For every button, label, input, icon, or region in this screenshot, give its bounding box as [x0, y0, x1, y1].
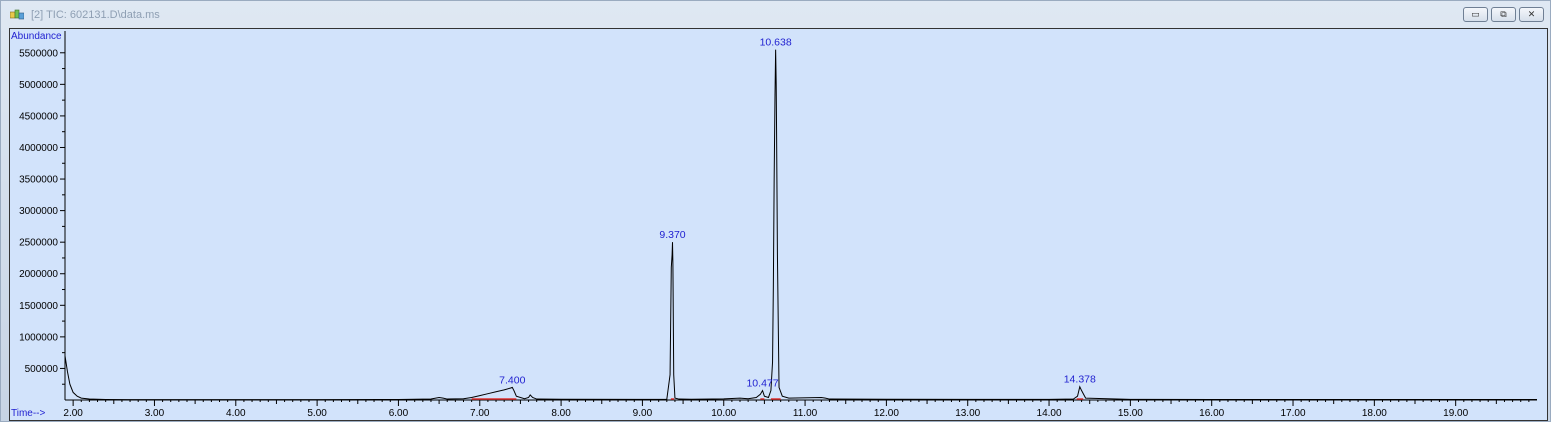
- y-tick-label-3: 2000000: [19, 269, 58, 280]
- x-tick-label-0: 2.00: [63, 408, 83, 419]
- restore-button[interactable]: ⧉: [1491, 7, 1516, 22]
- peak-label-1: 9.370: [659, 229, 685, 241]
- y-tick-label-5: 3000000: [19, 206, 58, 217]
- x-tick-label-13: 15.00: [1118, 408, 1143, 419]
- y-tick-label-7: 4000000: [19, 143, 58, 154]
- y-tick-label-4: 2500000: [19, 238, 58, 249]
- peak-label-0: 7.400: [499, 374, 525, 386]
- minimize-button[interactable]: ▭: [1463, 7, 1488, 22]
- peak-label-4: 14.378: [1064, 374, 1096, 386]
- close-icon: ✕: [1527, 9, 1536, 19]
- y-tick-label-9: 5000000: [19, 80, 58, 91]
- x-tick-label-3: 5.00: [307, 408, 327, 419]
- window-title: [2] TIC: 602131.D\data.ms: [31, 9, 160, 21]
- close-button[interactable]: ✕: [1519, 7, 1544, 22]
- x-tick-label-7: 9.00: [633, 408, 653, 419]
- y-tick-label-2: 1500000: [19, 301, 58, 312]
- peak-label-3: 10.638: [760, 37, 792, 49]
- x-tick-label-2: 4.00: [226, 408, 246, 419]
- restore-icon: ⧉: [1500, 9, 1507, 19]
- y-tick-label-6: 3500000: [19, 175, 58, 186]
- x-tick-label-16: 18.00: [1362, 408, 1387, 419]
- peak-label-2: 10.477: [746, 378, 778, 390]
- plot-area[interactable]: 500000 1000000 1500000 2000000 2500000 300000…: [9, 28, 1548, 421]
- y-axis-title: Abundance: [11, 31, 62, 42]
- x-tick-label-8: 10.00: [711, 408, 736, 419]
- x-tick-label-14: 16.00: [1199, 408, 1224, 419]
- x-tick-label-4: 6.00: [389, 408, 409, 419]
- x-tick-label-5: 7.00: [470, 408, 490, 419]
- x-tick-label-1: 3.00: [145, 408, 165, 419]
- x-tick-label-11: 13.00: [955, 408, 980, 419]
- y-tick-label-0: 500000: [25, 364, 59, 375]
- x-tick-label-17: 19.00: [1443, 408, 1468, 419]
- chemstation-icon: [10, 9, 24, 20]
- x-axis-title: Time-->: [11, 408, 46, 419]
- x-tick-label-12: 14.00: [1037, 408, 1062, 419]
- x-tick-label-6: 8.00: [551, 408, 571, 419]
- title-bar[interactable]: [2] TIC: 602131.D\data.ms ▭ ⧉ ✕: [1, 1, 1550, 27]
- chromatogram-chart[interactable]: 500000 1000000 1500000 2000000 2500000 300000…: [10, 29, 1547, 420]
- tic-trace-0: [64, 49, 1537, 401]
- y-tick-label-1: 1000000: [19, 332, 58, 343]
- minimize-icon: ▭: [1471, 9, 1480, 19]
- x-tick-label-9: 11.00: [793, 408, 818, 419]
- x-tick-label-10: 12.00: [874, 408, 899, 419]
- y-tick-label-8: 4500000: [19, 111, 58, 122]
- y-tick-label-10: 5500000: [19, 48, 58, 59]
- x-tick-label-15: 17.00: [1281, 408, 1306, 419]
